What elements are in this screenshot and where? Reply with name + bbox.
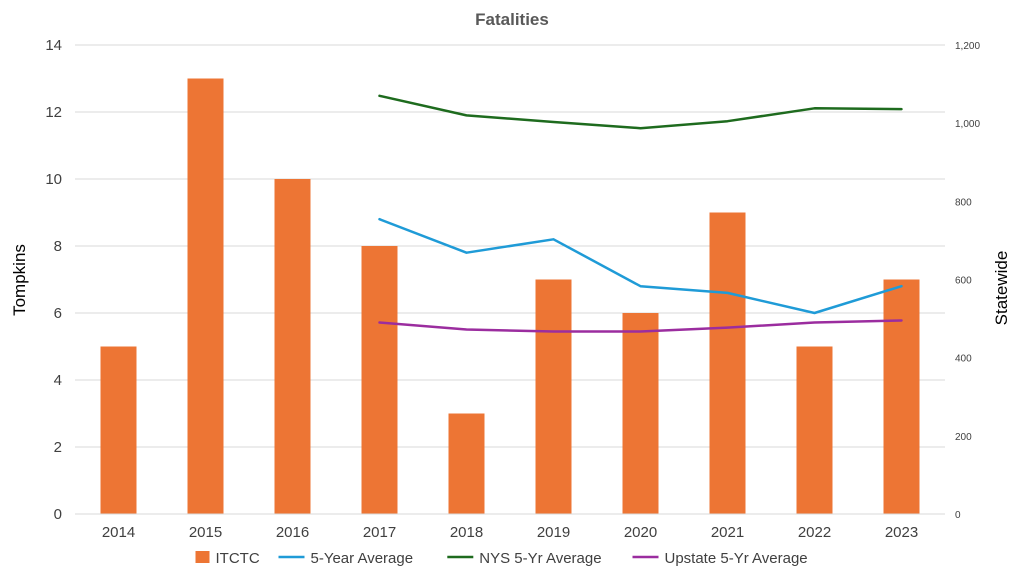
legend-swatch (195, 551, 210, 563)
bar (622, 313, 659, 514)
bar (361, 246, 398, 514)
legend-label: NYS 5-Yr Average (479, 550, 601, 567)
bar (796, 346, 833, 514)
y-tick-label: 0 (54, 506, 62, 523)
x-tick-label: 2020 (624, 524, 657, 541)
x-tick-label: 2016 (276, 524, 309, 541)
y-tick-label: 2 (54, 439, 62, 456)
bar (448, 413, 485, 514)
chart-title: Fatalities (475, 10, 549, 29)
bar-series (100, 78, 920, 514)
y2-tick-label: 800 (955, 197, 972, 208)
legend-label: ITCTC (216, 550, 260, 567)
series-line (378, 319, 903, 333)
x-tick-label: 2017 (363, 524, 396, 541)
x-tick-label: 2023 (885, 524, 918, 541)
y2-tick-label: 200 (955, 432, 972, 443)
y2-tick-label: 1,000 (955, 119, 980, 130)
bar (274, 179, 311, 514)
y2-axis-label: Statewide (992, 251, 1011, 326)
bar (187, 78, 224, 514)
line-series (378, 94, 903, 333)
x-tick-label: 2022 (798, 524, 831, 541)
axes: 0 2 4 6 8 10 12 14 0 200 400 600 800 1,000 1,200 2014 20… (45, 37, 980, 541)
bar (100, 346, 137, 514)
bar (883, 279, 920, 514)
y-axis-label: Tompkins (10, 244, 29, 316)
x-tick-label: 2021 (711, 524, 744, 541)
x-tick-label: 2014 (102, 524, 135, 541)
series-line (378, 217, 903, 315)
y-tick-label: 14 (45, 37, 62, 54)
y2-tick-label: 600 (955, 276, 972, 287)
y-tick-label: 6 (54, 305, 62, 322)
series-line (378, 94, 903, 130)
x-tick-label: 2018 (450, 524, 483, 541)
y-tick-label: 12 (45, 104, 62, 121)
bar (709, 212, 746, 514)
y-tick-label: 8 (54, 238, 62, 255)
x-tick-label: 2019 (537, 524, 570, 541)
bar (535, 279, 572, 514)
y2-tick-label: 1,200 (955, 41, 980, 52)
legend-label: 5-Year Average (311, 550, 414, 567)
legend-label: Upstate 5-Yr Average (665, 550, 808, 567)
y-tick-label: 10 (45, 171, 62, 188)
y-tick-label: 4 (54, 372, 62, 389)
y2-tick-label: 400 (955, 354, 972, 365)
y2-tick-label: 0 (955, 510, 961, 521)
x-tick-label: 2015 (189, 524, 222, 541)
legend: ITCTC 5-Year Average NYS 5-Yr Average Upsta… (195, 550, 808, 567)
